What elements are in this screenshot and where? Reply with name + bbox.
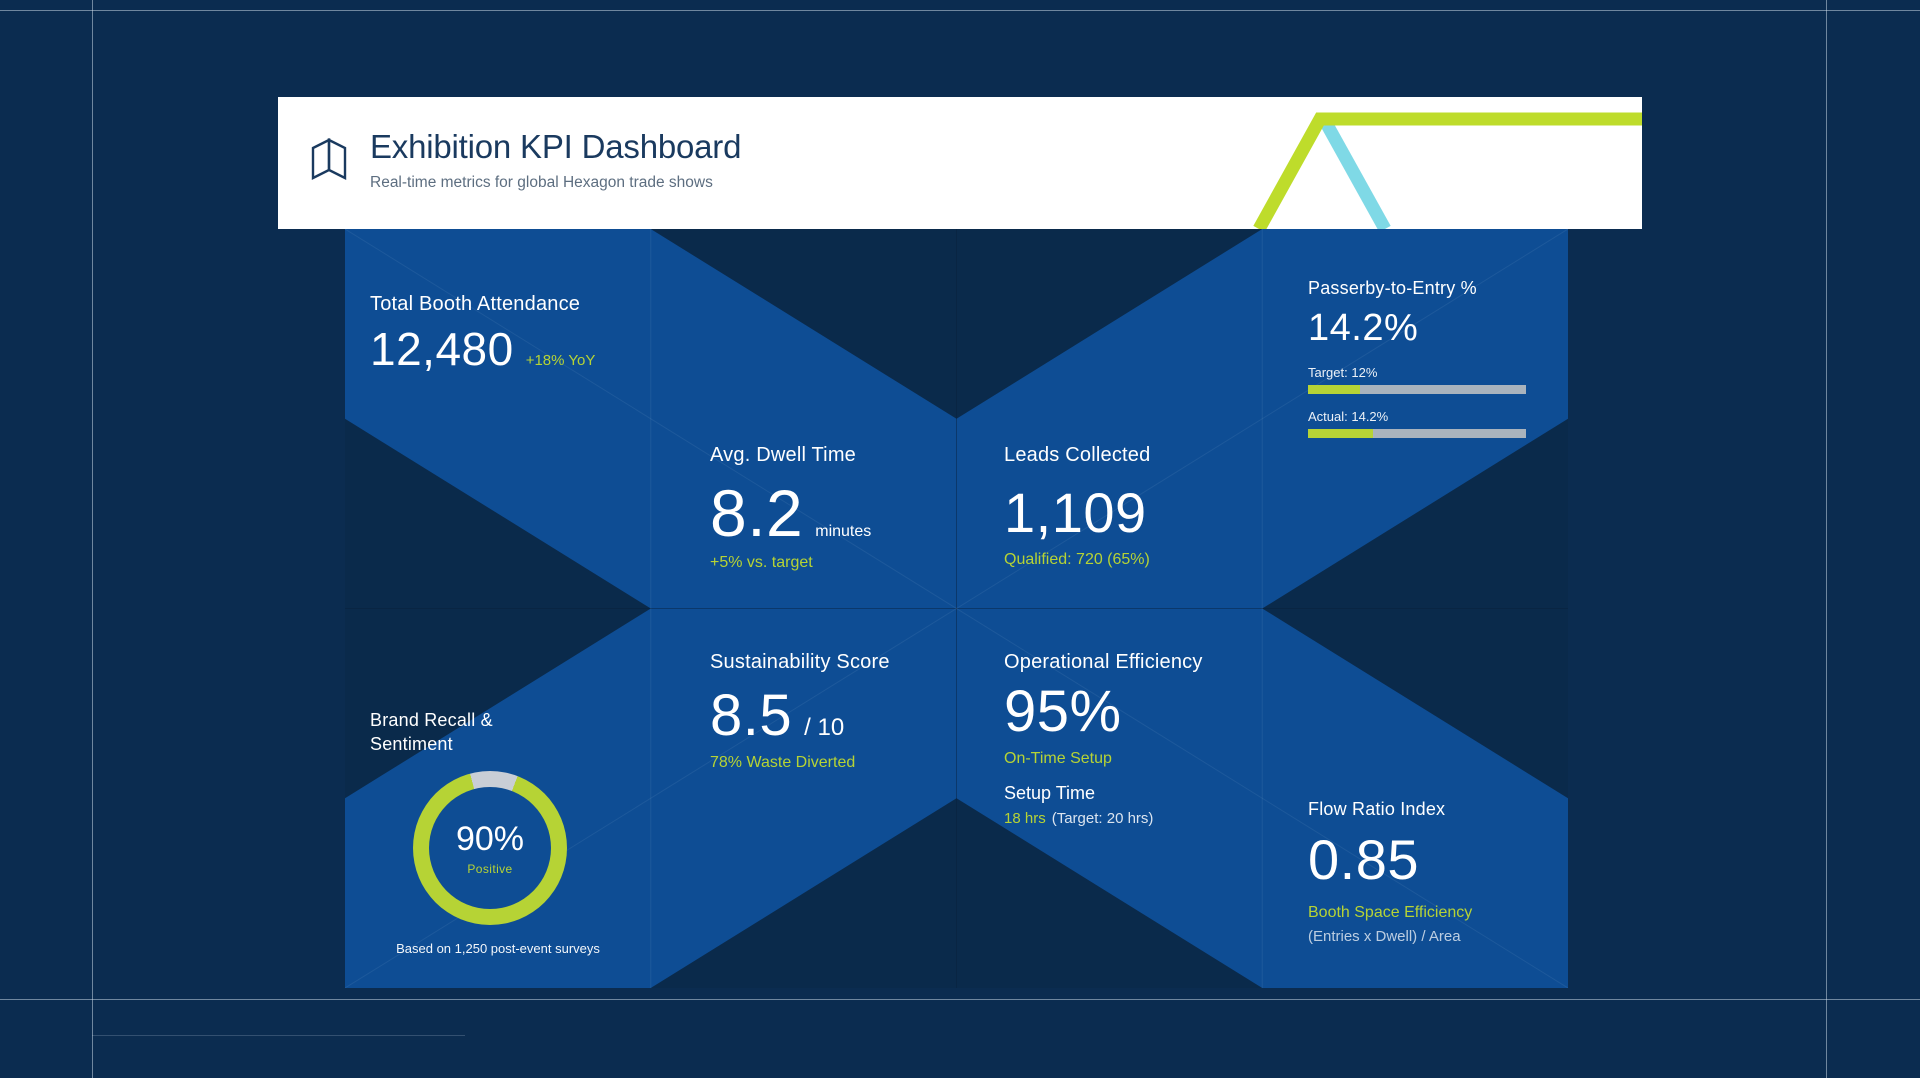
kpi-value: 0.85 — [1308, 827, 1419, 891]
kpi-brand-recall-sentiment: Brand Recall & Sentiment 90% Positive Ba… — [370, 708, 626, 956]
page-title: Exhibition KPI Dashboard — [370, 128, 742, 165]
donut-value: 90% — [455, 819, 525, 858]
kpi-delta: +5% vs. target — [710, 554, 813, 572]
sentiment-donut-chart: 90% Positive — [413, 770, 567, 925]
panel-gridlines — [345, 229, 1568, 988]
kpi-value: 95% — [1004, 679, 1122, 744]
kpi-label: Total Booth Attendance — [370, 293, 581, 315]
setup-time-line: 18 hrs (Target: 20 hrs) — [1004, 810, 1203, 827]
frame-line-top — [0, 10, 1920, 11]
target-bar-label: Target: 12% — [1308, 365, 1378, 381]
kpi-label: Avg. Dwell Time — [710, 444, 857, 466]
kpi-sustainability-score: Sustainability Score 8.5 / 10 78% Waste … — [710, 650, 890, 772]
kpi-note: Qualified: 720 (65%) — [1004, 551, 1150, 569]
kpi-total-booth-attendance: Total Booth Attendance 12,480 +18% YoY — [370, 292, 595, 373]
target-progress-bar — [1308, 385, 1526, 395]
cyan-stripe-decoration — [1319, 117, 1391, 229]
survey-footnote: Based on 1,250 post-event surveys — [396, 940, 600, 956]
actual-bar-fill — [1308, 429, 1374, 439]
frame-line-left — [92, 0, 93, 1078]
kpi-unit: minutes — [815, 523, 872, 540]
kpi-label: Flow Ratio Index — [1308, 799, 1446, 819]
actual-bar-label: Actual: 14.2% — [1308, 409, 1389, 425]
sentiment-donut-center: 90% Positive — [429, 786, 551, 909]
kpi-leads-collected: Leads Collected 1,109 Qualified: 720 (65… — [1004, 443, 1150, 569]
kpi-operational-efficiency: Operational Efficiency 95% On-Time Setup… — [1004, 650, 1203, 827]
kpi-flow-ratio-index: Flow Ratio Index 0.85 Booth Space Effici… — [1308, 798, 1472, 945]
kpi-panel: Total Booth Attendance 12,480 +18% YoY P… — [345, 229, 1568, 988]
setup-time-value: 18 hrs — [1004, 810, 1046, 828]
kpi-value: 1,109 — [1004, 481, 1147, 544]
kpi-note: On-Time Setup — [1004, 750, 1112, 768]
donut-caption: Positive — [467, 861, 513, 876]
brand-stripes-decoration — [1253, 112, 1642, 229]
kpi-note: 78% Waste Diverted — [710, 754, 856, 772]
kpi-value: 8.5 — [710, 683, 793, 748]
hexagon-logo-icon — [311, 138, 347, 180]
actual-progress-bar — [1308, 429, 1526, 439]
kpi-passerby-to-entry: Passerby-to-Entry % 14.2% Target: 12% Ac… — [1308, 277, 1538, 439]
kpi-label: Leads Collected — [1004, 444, 1151, 466]
kpi-value: 14.2% — [1308, 306, 1419, 349]
kpi-label: Passerby-to-Entry % — [1308, 278, 1477, 298]
frame-line-bottom — [0, 999, 1920, 1000]
frame-tick-bottom-left — [92, 1035, 465, 1036]
kpi-delta: +18% YoY — [525, 352, 596, 369]
kpi-denominator: / 10 — [804, 714, 845, 741]
target-bar-fill — [1308, 385, 1361, 395]
kpi-note: Booth Space Efficiency — [1308, 903, 1473, 921]
header-titles: Exhibition KPI Dashboard Real-time metri… — [370, 128, 742, 192]
kpi-label: Sustainability Score — [710, 651, 890, 673]
frame-line-right — [1826, 0, 1827, 1078]
setup-time-target: (Target: 20 hrs) — [1051, 810, 1154, 828]
setup-time-label: Setup Time — [1004, 783, 1096, 804]
page-subtitle: Real-time metrics for global Hexagon tra… — [370, 174, 713, 192]
kpi-value: 8.2 — [710, 476, 804, 550]
grid-diagonal-1 — [345, 229, 1568, 988]
dashboard-header: Exhibition KPI Dashboard Real-time metri… — [278, 97, 1642, 229]
kpi-label-line1: Brand Recall & — [370, 710, 493, 730]
lime-stripe-decoration — [1253, 112, 1642, 229]
kpi-formula: (Entries x Dwell) / Area — [1308, 927, 1461, 945]
kpi-label: Operational Efficiency — [1004, 651, 1203, 673]
kpi-label-line2: Sentiment — [370, 734, 453, 755]
kpi-value: 12,480 — [370, 323, 514, 375]
kpi-avg-dwell-time: Avg. Dwell Time 8.2 minutes +5% vs. targ… — [710, 443, 871, 572]
kpi-label: Brand Recall & Sentiment — [370, 708, 626, 757]
